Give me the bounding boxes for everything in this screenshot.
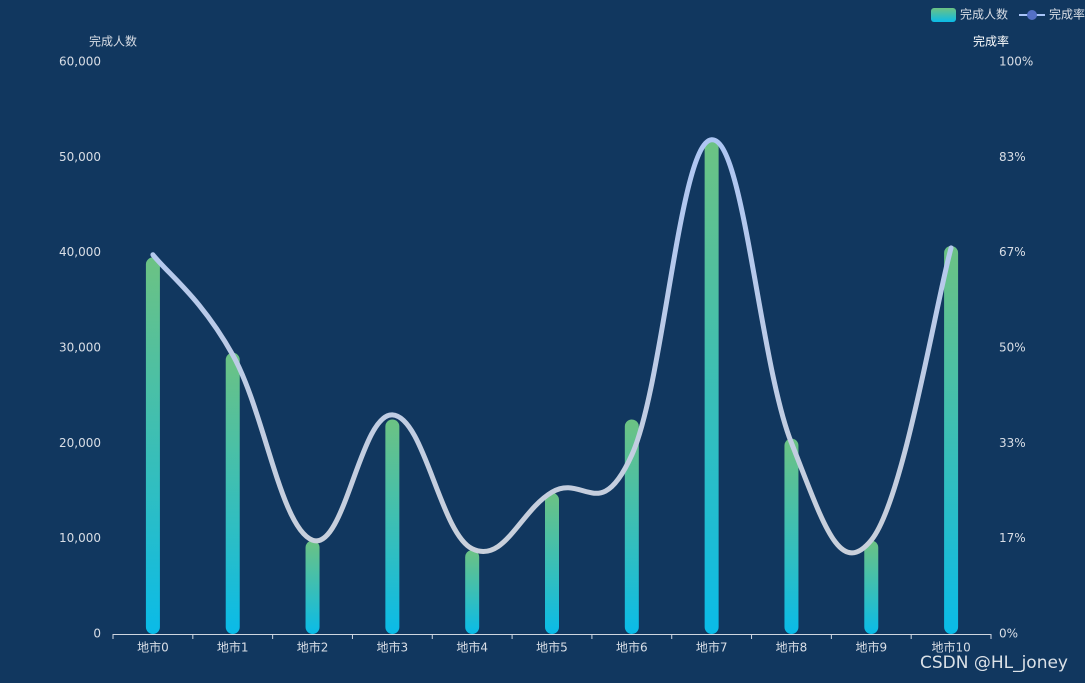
line	[150, 137, 954, 556]
y-axis-name: 完成人数	[89, 34, 137, 49]
bar	[305, 540, 320, 634]
x-tick-label: 地市9	[855, 640, 887, 655]
x-tick-label: 地市8	[776, 640, 808, 655]
x-tick-label: 地市0	[137, 640, 169, 655]
bar	[704, 141, 719, 635]
x-tick-label: 地市4	[456, 640, 488, 655]
y2-tick-label: 67%	[999, 245, 1026, 259]
y-tick-label: 10,000	[59, 531, 101, 545]
y-tick-label: 50,000	[59, 150, 101, 164]
bar	[784, 438, 799, 634]
x-tick-label: 地市1	[217, 640, 249, 655]
y2-axis-name: 完成率	[973, 34, 1009, 49]
y2-tick-label: 17%	[999, 531, 1026, 545]
bar	[624, 419, 639, 634]
x-tick-label: 地市10	[931, 640, 970, 655]
y2-tick-label: 0%	[999, 627, 1018, 641]
y-tick-label: 40,000	[59, 245, 101, 259]
bar	[225, 352, 240, 634]
bar	[545, 492, 559, 634]
watermark: CSDN @HL_joney	[920, 653, 1068, 673]
x-tick-label: 地市5	[536, 640, 568, 655]
x-tick-label: 地市3	[377, 640, 409, 655]
bar	[145, 257, 160, 634]
legend-swatch-marker	[1027, 10, 1037, 20]
y2-tick-label: 83%	[999, 150, 1026, 164]
y-tick-label: 0	[93, 627, 101, 641]
x-tick-label: 地市2	[297, 640, 329, 655]
legend-swatch	[931, 8, 956, 22]
bar	[385, 419, 400, 634]
bar	[864, 540, 879, 634]
legend-label: 完成人数	[960, 7, 1008, 22]
legend-label: 完成率	[1049, 7, 1085, 22]
x-tick-label: 地市6	[616, 640, 648, 655]
y2-tick-label: 33%	[999, 436, 1026, 450]
y-tick-label: 60,000	[59, 55, 101, 69]
x-tick-label: 地市7	[696, 640, 728, 655]
bar	[944, 245, 959, 634]
y-tick-label: 30,000	[59, 341, 101, 355]
y2-tick-label: 50%	[999, 341, 1026, 355]
y-tick-label: 20,000	[59, 436, 101, 450]
y2-tick-label: 100%	[999, 55, 1033, 69]
bar	[465, 550, 480, 634]
